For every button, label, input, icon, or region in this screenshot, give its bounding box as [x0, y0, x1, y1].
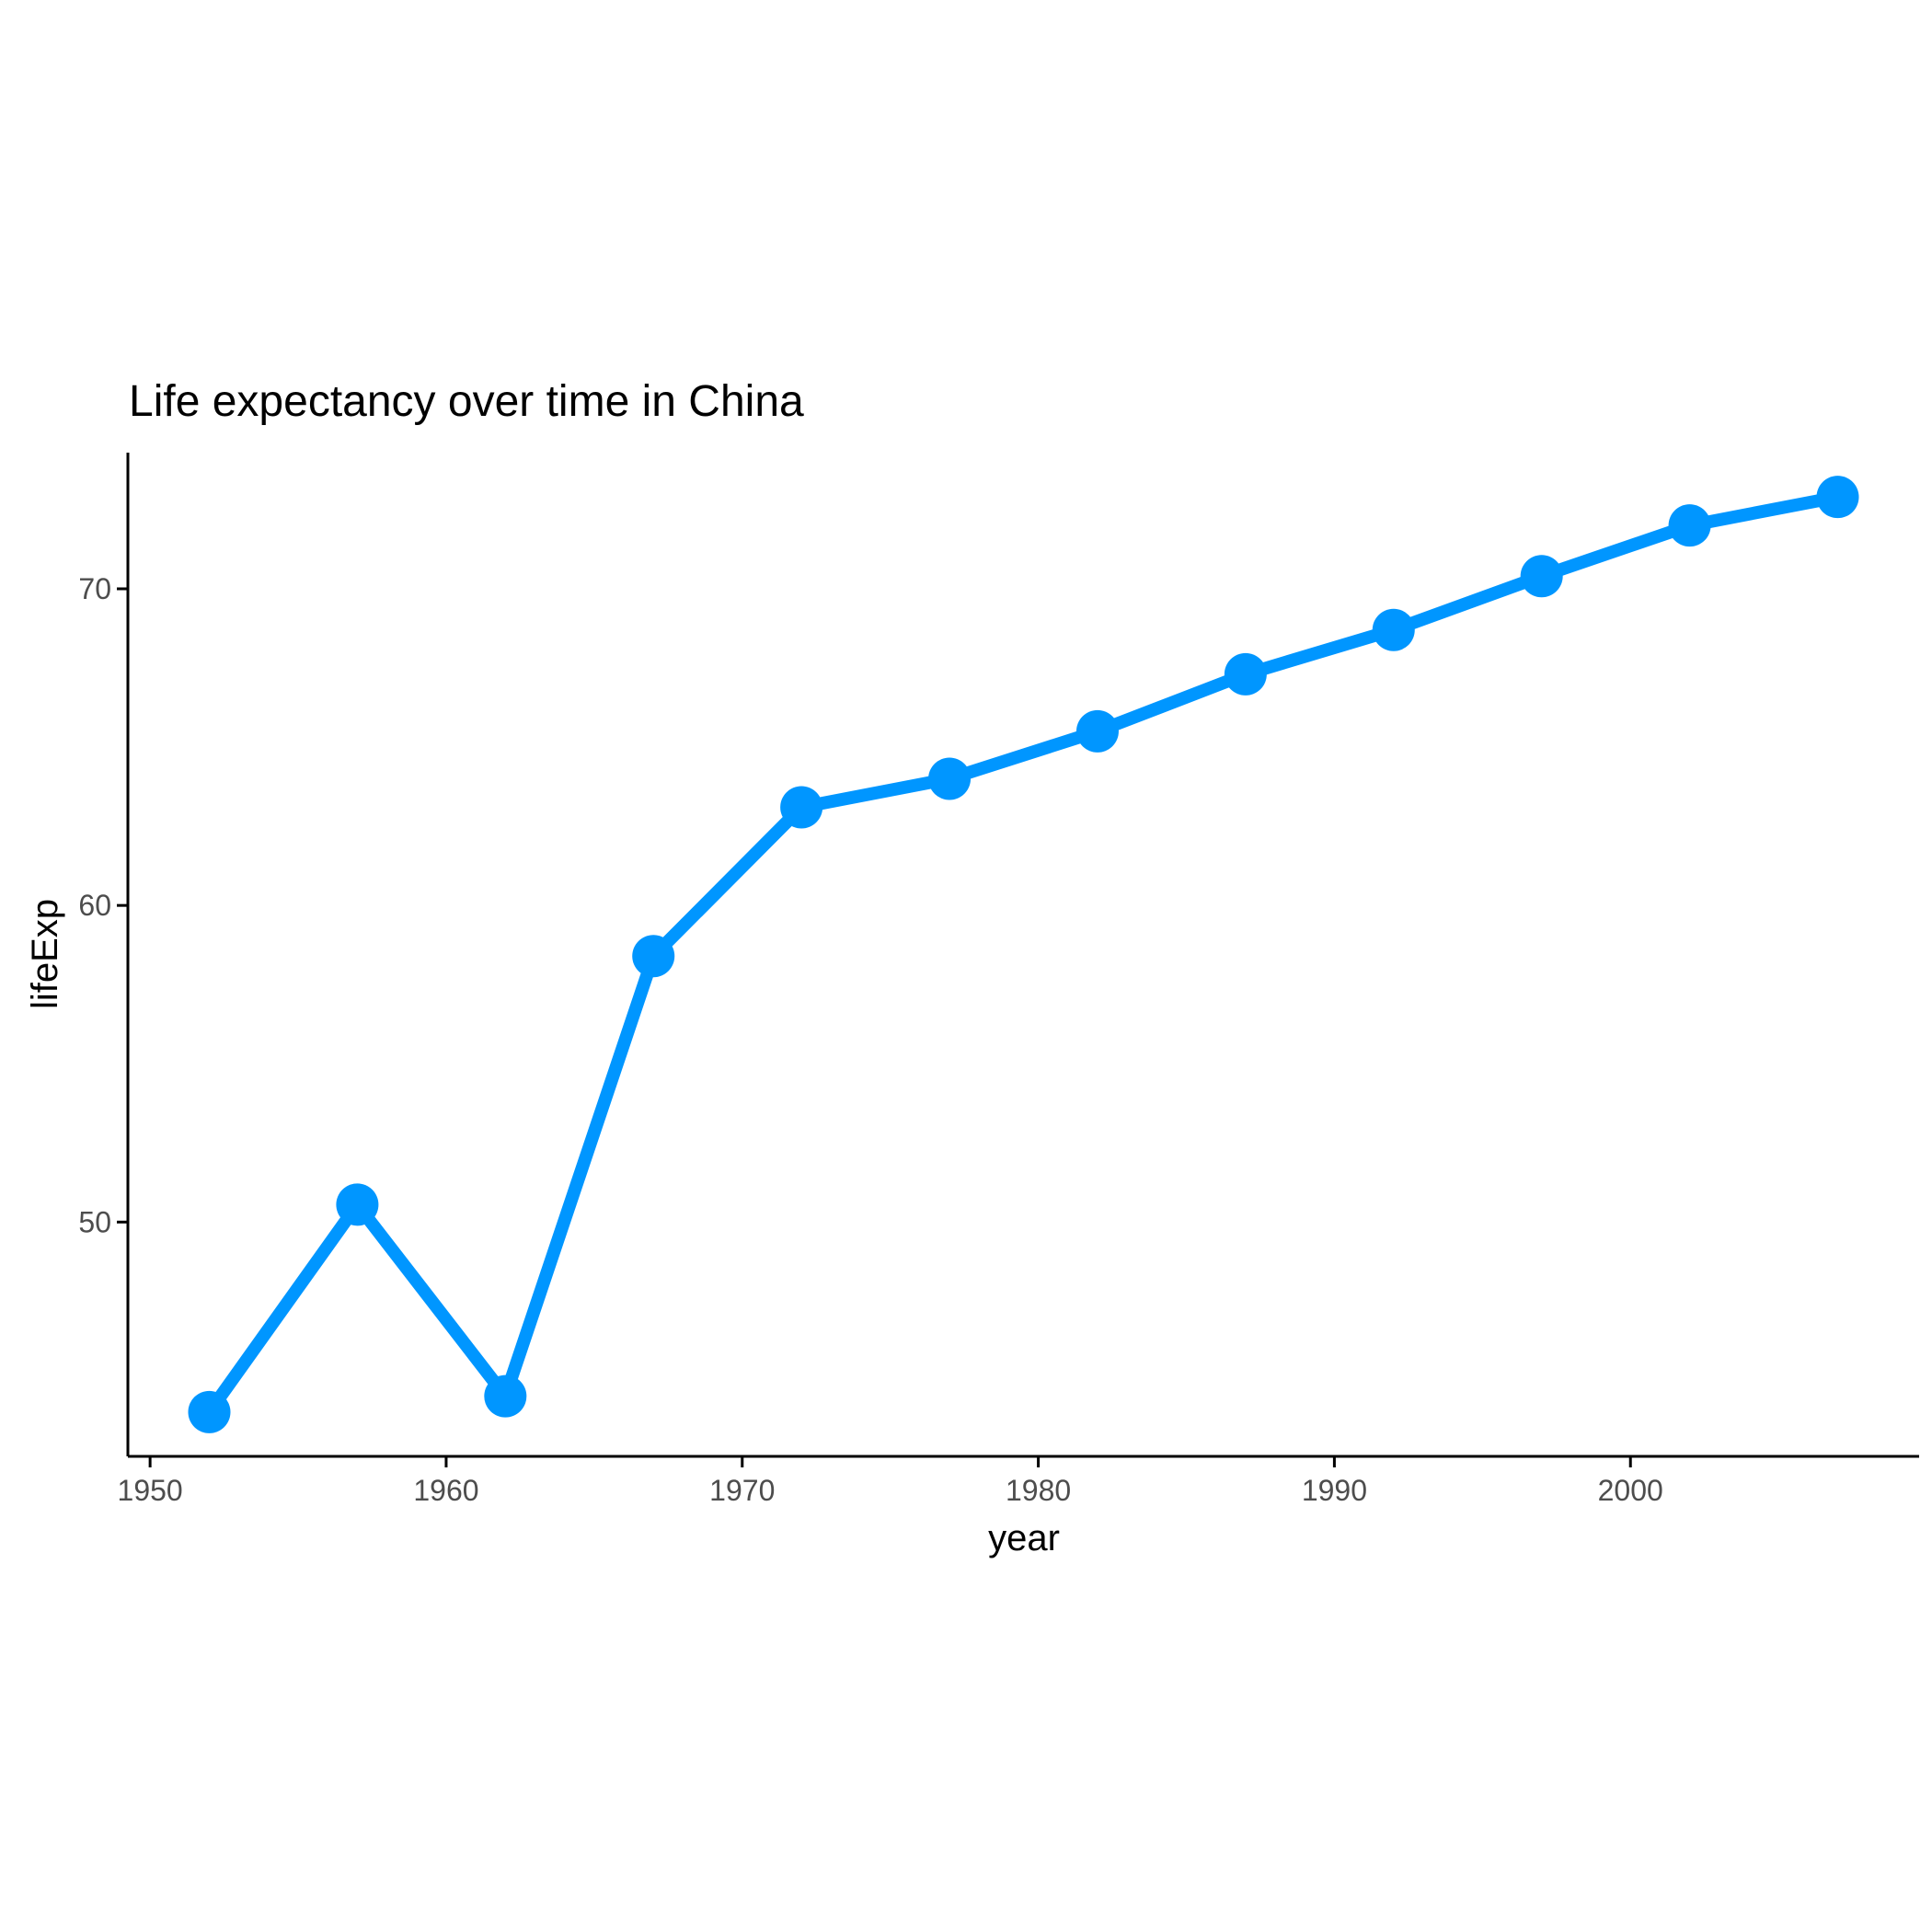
data-point-1972: [780, 786, 823, 829]
x-axis-ticks: 1950 1960 1970 1980 1990 2000: [118, 1456, 1663, 1507]
data-point-2007: [1816, 476, 1859, 519]
y-tick-label-70: 70: [78, 572, 111, 605]
y-axis-title: lifeExp: [25, 899, 65, 1009]
x-tick-label-2000: 2000: [1598, 1474, 1663, 1507]
data-point-1967: [632, 935, 675, 978]
x-tick-label-1990: 1990: [1302, 1474, 1367, 1507]
data-point-2002: [1668, 504, 1711, 547]
y-tick-label-50: 50: [78, 1205, 111, 1238]
x-tick-label-1980: 1980: [1006, 1474, 1071, 1507]
data-point-1952: [188, 1390, 231, 1433]
data-point-1992: [1372, 608, 1415, 651]
y-tick-label-60: 60: [78, 889, 111, 922]
plot-area: [188, 476, 1859, 1433]
x-tick-label-1970: 1970: [709, 1474, 775, 1507]
x-axis-title: year: [988, 1518, 1060, 1558]
chart-title: Life expectancy over time in China: [129, 377, 804, 426]
data-point-1997: [1520, 555, 1563, 598]
data-point-1982: [1075, 709, 1119, 753]
x-tick-label-1950: 1950: [118, 1474, 183, 1507]
data-point-1977: [928, 757, 972, 800]
series-line-0: [202, 490, 1845, 1419]
x-tick-label-1960: 1960: [413, 1474, 478, 1507]
data-point-1962: [484, 1374, 527, 1418]
y-axis-ticks: 50 60 70: [78, 572, 128, 1238]
data-point-1987: [1224, 652, 1267, 696]
data-point-1957: [336, 1183, 379, 1226]
